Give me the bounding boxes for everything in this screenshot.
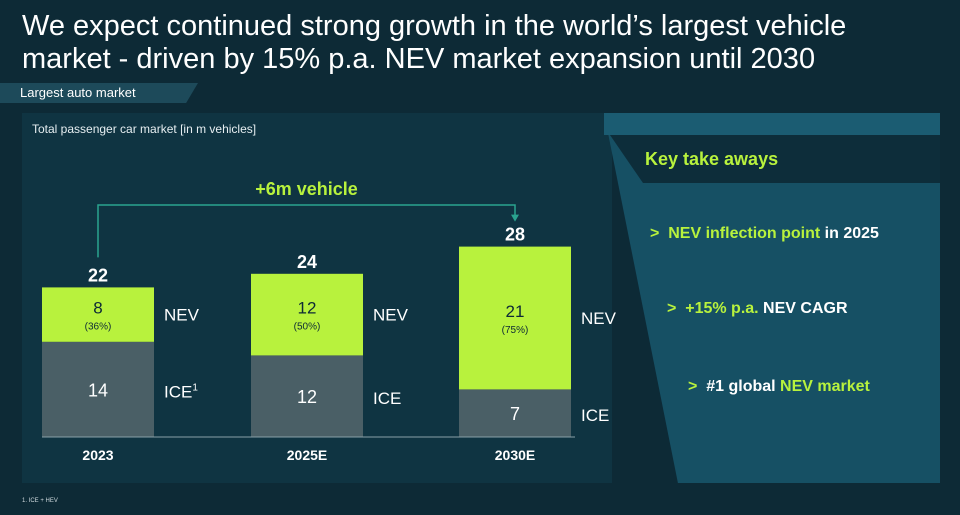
chevron-right-icon: > [688,378,698,395]
chart-title: Total passenger car market [in m vehicle… [32,122,257,136]
takeaways-strip [604,113,940,135]
chevron-right-icon: > [667,300,677,317]
takeaway-2: > +15% p.a. NEV CAGR [667,300,848,318]
nev-value-label: 12 [298,299,317,318]
takeaway-1: > NEV inflection point in 2025 [650,225,879,243]
growth-annotation: +6m vehicle [255,179,358,199]
total-label: 22 [88,265,108,285]
page-title: We expect continued strong growth in the… [22,10,847,75]
nev-value-label: 8 [93,299,102,318]
legend-ice-label: ICE [581,406,609,425]
section-tag-label: Largest auto market [20,85,136,100]
takeaway-3-prefix: #1 global [706,378,781,395]
takeaway-1-highlight: NEV inflection point [668,225,821,242]
ice-value-label: 7 [510,404,520,424]
bar-nev-2023 [42,287,154,342]
takeaways-header [610,135,940,183]
bar-nev-2030E [459,246,571,390]
growth-arrow-head [511,214,519,222]
bar-ice-2023 [42,341,154,437]
takeaway-3-highlight: NEV market [780,378,870,395]
nev-share-label: (36%) [85,322,112,333]
x-tick-label: 2025E [287,447,327,463]
x-tick-label: 2023 [82,447,113,463]
legend-nev-label: NEV [373,306,409,325]
legend-ice-label: ICE1 [164,382,198,401]
growth-arrow-line [97,204,516,258]
takeaway-2-text: NEV CAGR [758,300,848,317]
total-label: 24 [297,252,317,272]
takeaways-title: Key take aways [645,149,779,169]
legend-nev-label: NEV [164,306,200,325]
section-tag: Largest auto market [0,83,198,103]
bar-nev-2025E [251,273,363,356]
total-label: 28 [505,225,525,245]
ice-value-label: 12 [297,387,317,407]
takeaway-2-highlight: +15% p.a. [685,300,759,317]
bar-ice-2025E [251,355,363,437]
takeaway-3: > #1 global NEV market [688,378,870,396]
chevron-right-icon: > [650,225,660,242]
legend-nev-label: NEV [581,309,617,328]
x-tick-label: 2030E [495,447,535,463]
nev-value-label: 21 [506,302,525,321]
bar-ice-2030E [459,389,571,437]
nev-share-label: (50%) [294,322,321,333]
takeaway-1-text: in 2025 [820,225,879,242]
legend-ice-label: ICE [373,389,401,408]
footnote: 1. ICE + HEV [22,498,58,504]
ice-value-label: 14 [88,380,108,400]
ice-footnote-marker: 1 [192,382,198,393]
nev-share-label: (75%) [502,325,529,336]
